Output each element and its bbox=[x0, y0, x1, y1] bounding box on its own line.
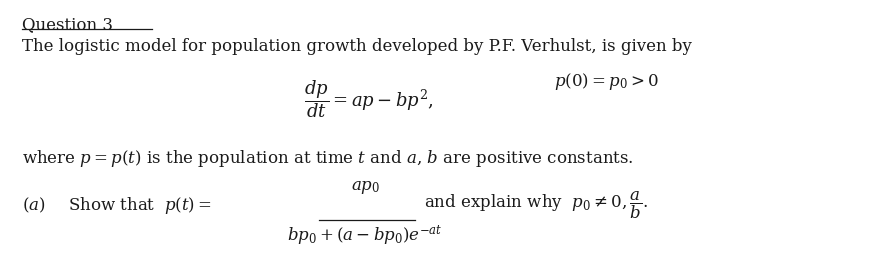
Text: Question 3: Question 3 bbox=[22, 16, 113, 33]
Text: Show that  $p(t) =$: Show that $p(t) =$ bbox=[68, 195, 212, 215]
Text: $(a)$: $(a)$ bbox=[22, 195, 46, 215]
Text: and explain why  $p_0 \neq 0, \dfrac{a}{b}.$: and explain why $p_0 \neq 0, \dfrac{a}{b… bbox=[424, 189, 649, 221]
Text: $ap_0$: $ap_0$ bbox=[350, 178, 380, 196]
Text: The logistic model for population growth developed by P.F. Verhulst, is given by: The logistic model for population growth… bbox=[22, 38, 692, 55]
Text: $p(0) = p_0 > 0$: $p(0) = p_0 > 0$ bbox=[554, 71, 659, 92]
Text: where $p = p(t)$ is the population at time $t$ and $a$, $b$ are positive constan: where $p = p(t)$ is the population at ti… bbox=[22, 148, 634, 169]
Text: $bp_0 + (a - bp_0)e^{-at}$: $bp_0 + (a - bp_0)e^{-at}$ bbox=[288, 223, 443, 247]
Text: $\dfrac{dp}{dt} = ap - bp^2,$: $\dfrac{dp}{dt} = ap - bp^2,$ bbox=[304, 78, 433, 120]
